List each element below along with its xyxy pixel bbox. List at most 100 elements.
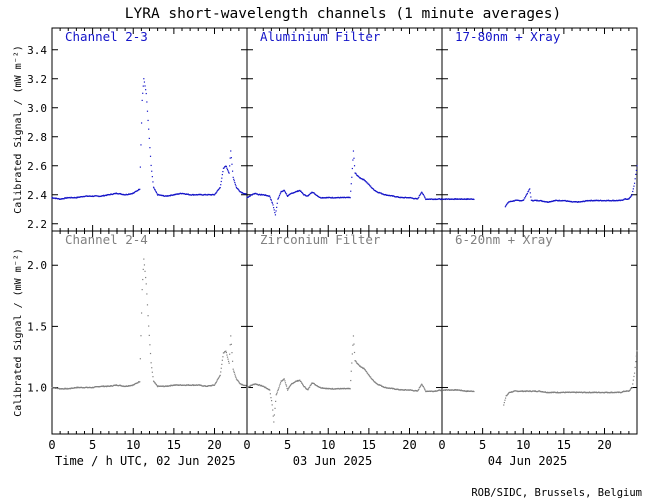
data-point: [238, 382, 240, 384]
data-point: [352, 150, 355, 152]
data-point: [385, 386, 387, 388]
data-point: [140, 144, 142, 146]
data-point: [422, 386, 425, 388]
data-point: [421, 191, 423, 193]
data-point: [465, 390, 467, 393]
data-point: [151, 170, 153, 172]
data-point: [538, 390, 541, 392]
data-point: [309, 193, 311, 196]
data-point: [364, 369, 366, 371]
y-axis-label: Calibrated Signal / (mW m⁻²): [13, 248, 24, 417]
data-point: [226, 356, 229, 358]
data-point: [269, 197, 271, 199]
data-point: [368, 374, 370, 376]
panel: 6-20nm + Xray 0 5 10 15 20 04 Jun 2025: [438, 230, 638, 468]
data-point: [632, 379, 634, 381]
data-point: [575, 392, 577, 394]
data-point: [220, 180, 222, 183]
data-point: [522, 390, 524, 392]
data-point: [145, 92, 147, 95]
data-point: [137, 382, 139, 384]
data-point: [397, 196, 399, 198]
y-tick-label: 2.0: [27, 259, 47, 272]
data-point: [350, 183, 352, 185]
data-point: [152, 186, 155, 188]
data-point: [75, 387, 77, 389]
data-point: [302, 383, 304, 386]
data-point: [418, 196, 420, 198]
x-tick-label: 20: [402, 438, 416, 452]
data-point: [550, 392, 552, 394]
data-point: [564, 392, 566, 394]
data-point: [240, 191, 242, 193]
data-point: [372, 379, 374, 381]
data-point: [286, 194, 288, 197]
data-point: [633, 182, 636, 184]
data-point: [69, 197, 72, 199]
data-point: [456, 389, 458, 391]
data-point: [192, 384, 194, 386]
data-point: [339, 388, 341, 390]
data-point: [310, 384, 312, 386]
data-point: [64, 387, 66, 389]
data-point: [131, 385, 133, 387]
data-point: [140, 312, 143, 314]
data-point: [380, 192, 382, 194]
data-point: [524, 197, 526, 199]
data-point: [226, 354, 228, 356]
data-point: [233, 178, 235, 180]
data-point: [221, 173, 223, 176]
panel-label: Aluminium Filter: [260, 29, 381, 44]
x-tick-label: 0: [243, 438, 250, 452]
data-point: [273, 421, 275, 423]
data-point: [296, 380, 298, 382]
panel-label: Channel 2-3: [65, 29, 148, 44]
data-point: [367, 372, 369, 374]
data-point: [141, 289, 143, 291]
data-point: [270, 397, 272, 399]
x-tick-label: 5: [284, 438, 291, 452]
y-tick-label: 2.4: [27, 189, 47, 202]
data-point: [358, 176, 360, 178]
data-point: [231, 170, 234, 172]
data-point: [365, 181, 368, 183]
data-point: [633, 375, 635, 378]
data-point: [146, 293, 148, 295]
data-point: [278, 385, 281, 387]
data-point: [621, 391, 623, 393]
data-point: [421, 192, 423, 194]
data-point: [222, 167, 225, 169]
data-point: [423, 388, 426, 390]
credit-text: ROB/SIDC, Brussels, Belgium: [471, 487, 642, 499]
data-point: [350, 379, 352, 382]
data-point: [76, 197, 79, 199]
data-point: [372, 188, 375, 190]
data-point: [265, 386, 267, 388]
y-tick-label: 3.0: [27, 102, 47, 115]
data-point: [423, 196, 426, 198]
data-point: [154, 189, 156, 191]
data-point: [302, 192, 304, 195]
data-point: [216, 191, 218, 193]
data-point: [277, 198, 279, 200]
data-point: [140, 335, 142, 337]
data-point: [459, 198, 462, 200]
data-point: [627, 198, 629, 200]
data-point: [230, 150, 232, 152]
data-point: [149, 147, 151, 149]
data-point: [629, 196, 632, 198]
data-point: [269, 393, 271, 395]
data-point: [222, 352, 225, 354]
data-point: [287, 388, 289, 390]
data-point: [353, 165, 356, 167]
panel-label: Channel 2-4: [65, 232, 148, 247]
data-point: [147, 119, 149, 122]
data-point: [284, 382, 287, 384]
panel-label: Zirconium Filter: [260, 232, 381, 247]
data-point: [419, 386, 421, 388]
data-point: [226, 167, 228, 169]
data-point: [155, 191, 158, 194]
data-point: [204, 385, 206, 387]
data-point: [529, 192, 531, 194]
